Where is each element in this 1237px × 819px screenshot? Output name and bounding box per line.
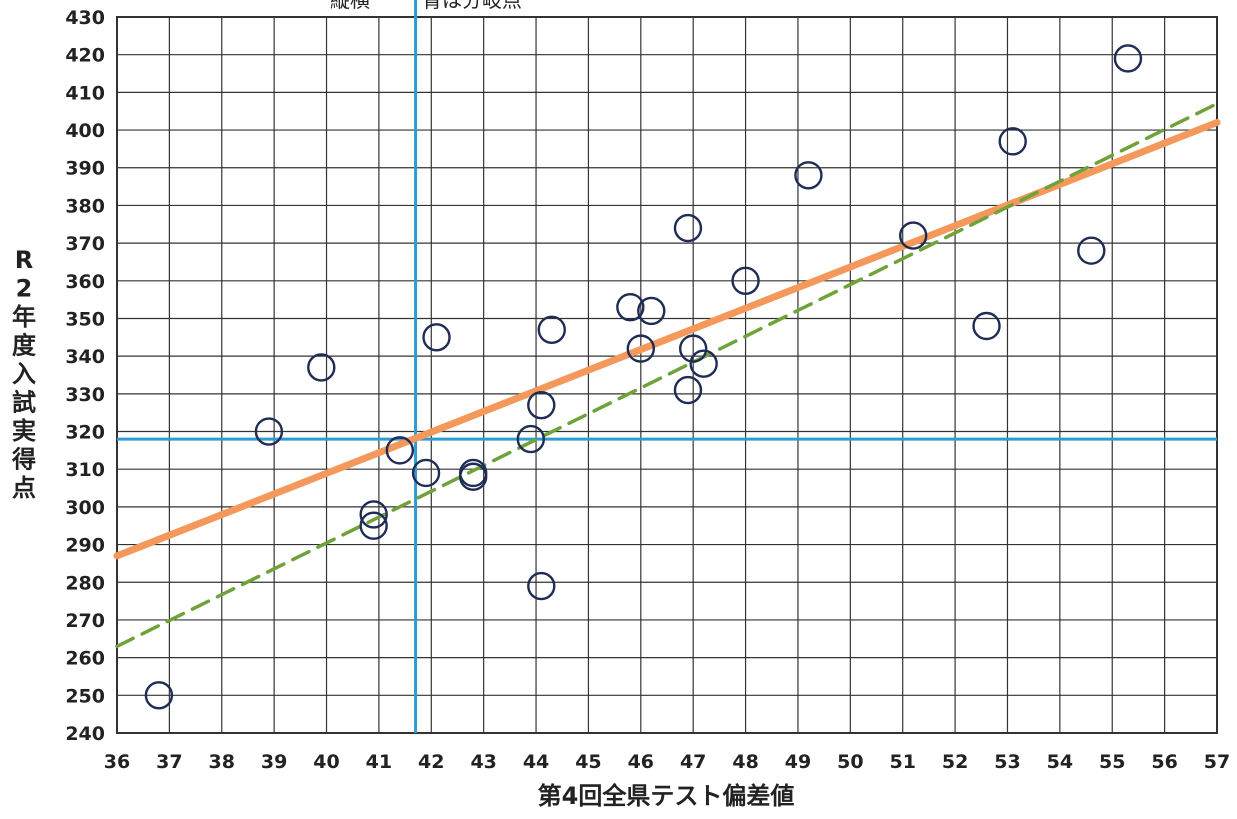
x-tick-label: 52	[942, 751, 968, 773]
y-tick-label: 250	[65, 685, 105, 707]
y-axis-label-char: 得	[11, 446, 36, 474]
data-point	[626, 334, 656, 363]
data-point	[1113, 44, 1143, 73]
y-tick-label: 420	[65, 45, 105, 67]
x-axis-label: 第4回全県テスト偏差値	[538, 782, 795, 810]
data-point	[385, 436, 415, 465]
x-tick-label: 43	[470, 751, 496, 773]
y-tick-label: 340	[65, 346, 105, 368]
x-tick-label: 37	[156, 751, 182, 773]
annotation-dark: 縦横	[330, 0, 370, 12]
y-axis-label-char: 入	[12, 360, 36, 388]
y-tick-label: 410	[65, 82, 105, 104]
x-tick-label: 39	[261, 751, 287, 773]
y-axis-label-char: 試	[12, 389, 36, 417]
y-tick-label: 280	[65, 572, 105, 594]
x-tick-label: 36	[104, 751, 130, 773]
data-point	[673, 375, 703, 405]
data-point	[516, 424, 546, 454]
y-tick-label: 380	[65, 195, 105, 217]
data-point	[527, 390, 556, 420]
plot-frame	[116, 16, 1218, 734]
x-tick-label: 53	[994, 751, 1020, 773]
data-point	[527, 571, 556, 601]
data-point	[1077, 236, 1106, 265]
y-tick-label: 400	[65, 120, 105, 142]
data-point	[637, 296, 666, 326]
x-tick-label: 44	[523, 751, 549, 773]
y-tick-label: 350	[65, 308, 105, 330]
x-tick-label: 49	[785, 751, 811, 773]
x-tick-label: 51	[889, 751, 915, 773]
y-tick-label: 270	[65, 610, 105, 632]
data-point	[359, 500, 388, 529]
data-point	[731, 266, 760, 295]
grid-layer	[116, 16, 1218, 734]
data-point	[689, 349, 718, 378]
y-tick-label: 320	[65, 422, 105, 444]
y-axis-label-char: 点	[12, 474, 36, 502]
x-tick-label: 56	[1151, 751, 1177, 773]
data-point	[537, 315, 566, 344]
data-point	[458, 462, 488, 491]
x-tick-label: 46	[628, 751, 654, 773]
x-tick-label: 57	[1204, 751, 1230, 773]
y-tick-label: 260	[65, 648, 105, 670]
trend-line-orange	[113, 119, 1221, 560]
x-tick-label: 40	[313, 751, 339, 773]
annotation-blue: 青は分岐点	[422, 0, 522, 12]
data-point	[307, 353, 336, 382]
y-axis-label-char: 年	[12, 303, 36, 331]
reference-lines-layer	[117, 0, 1217, 733]
data-point	[794, 161, 823, 190]
y-axis-label-char: 度	[12, 332, 37, 360]
tick-labels-layer: 240 250 260 270 280 290 300 310 320 330 340 350 360 3…	[65, 7, 1230, 773]
y-tick-label: 310	[65, 459, 105, 481]
y-axis-label-char: 2	[16, 275, 33, 303]
x-tick-label: 38	[209, 751, 235, 773]
data-point	[144, 681, 174, 710]
y-tick-label: 430	[65, 7, 105, 29]
data-point	[972, 311, 1001, 341]
trend-line-green-dashed	[115, 101, 1219, 649]
points-layer	[144, 44, 1143, 710]
y-tick-label: 360	[65, 271, 105, 293]
x-tick-label: 42	[418, 751, 444, 773]
y-tick-label: 330	[65, 384, 105, 406]
x-tick-label: 55	[1099, 751, 1125, 773]
x-tick-label: 45	[575, 751, 601, 773]
y-axis-label-char: R	[15, 246, 33, 274]
data-point	[998, 127, 1027, 156]
data-point	[422, 323, 451, 352]
data-point	[254, 417, 284, 446]
y-tick-label: 290	[65, 535, 105, 557]
trend-lines-layer	[113, 101, 1221, 649]
data-point	[898, 221, 928, 250]
y-tick-label: 300	[65, 497, 105, 519]
data-point	[673, 213, 703, 243]
y-tick-label: 390	[65, 158, 105, 180]
data-point	[411, 458, 441, 488]
data-point	[359, 511, 388, 540]
x-tick-label: 50	[837, 751, 863, 773]
y-axis-label-char: 実	[12, 417, 36, 445]
x-tick-label: 41	[366, 751, 392, 773]
y-tick-label: 370	[65, 233, 105, 255]
y-tick-label: 240	[65, 723, 105, 745]
data-point	[616, 292, 645, 322]
x-tick-label: 54	[1047, 751, 1073, 773]
x-tick-label: 48	[732, 751, 758, 773]
x-tick-label: 47	[680, 751, 706, 773]
data-point	[678, 334, 708, 363]
